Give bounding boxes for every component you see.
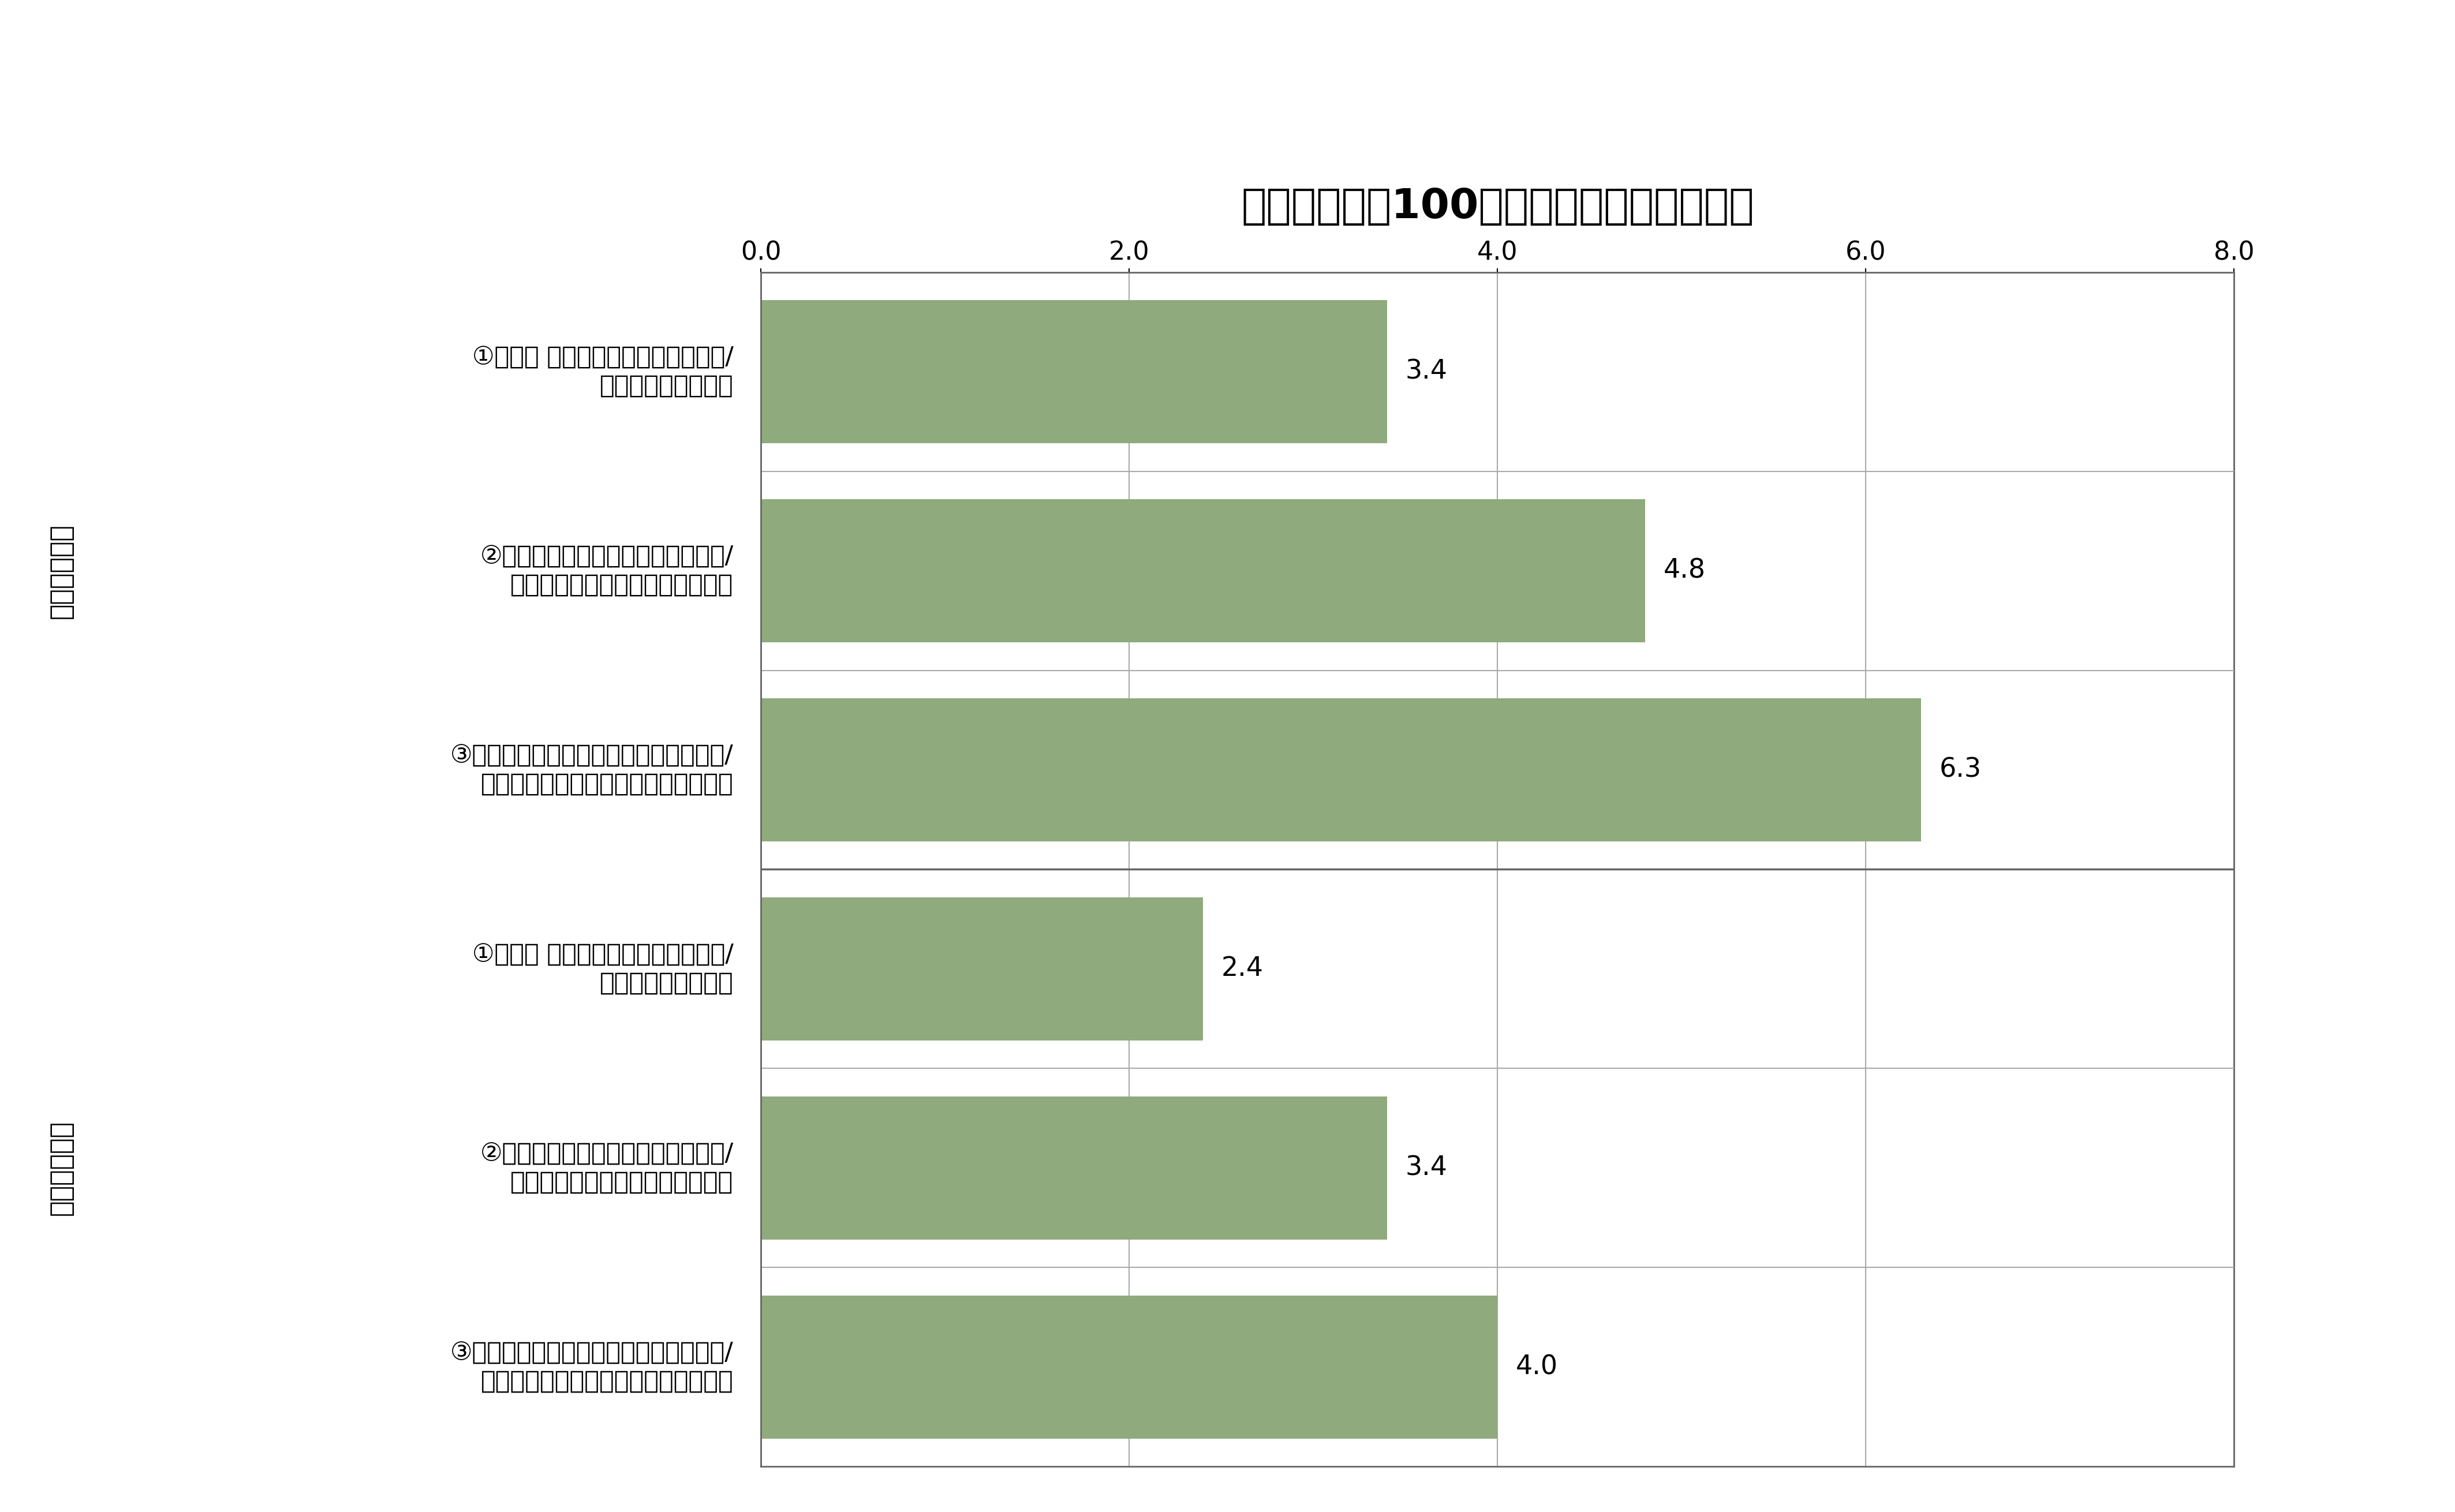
Text: ①大学等 による自然科学系の論文数/
大学等の研究開発費: ①大学等 による自然科学系の論文数/ 大学等の研究開発費	[471, 943, 734, 995]
Text: 4.8: 4.8	[1664, 558, 1706, 584]
Text: ②大学等による自然科学系の論文数/
大学等の自然科学系の研究開発費: ②大学等による自然科学系の論文数/ 大学等の自然科学系の研究開発費	[479, 544, 734, 597]
Bar	[761, 299, 1387, 443]
Text: ③国立大学等による自然科学系の論文数/
国立大学等の自然科学系の研究開発費: ③国立大学等による自然科学系の論文数/ 国立大学等の自然科学系の研究開発費	[449, 744, 734, 795]
Text: ②大学等による自然科学系の論文数/
大学等の自然科学系の研究開発費: ②大学等による自然科学系の論文数/ 大学等の自然科学系の研究開発費	[479, 1142, 734, 1194]
Bar	[761, 1296, 1498, 1439]
Text: 2.4: 2.4	[1223, 956, 1264, 981]
Bar	[761, 1096, 1387, 1240]
Text: ①大学等 による自然科学系の論文数/
大学等の研究開発費: ①大学等 による自然科学系の論文数/ 大学等の研究開発費	[471, 346, 734, 398]
Text: ③国立大学等による自然科学系の論文数/
国立大学等の自然科学系の研究開発費: ③国立大学等による自然科学系の論文数/ 国立大学等の自然科学系の研究開発費	[449, 1341, 734, 1393]
Text: 4.0: 4.0	[1517, 1355, 1559, 1380]
Bar	[761, 897, 1203, 1040]
Text: 6.3: 6.3	[1939, 758, 1981, 783]
Bar	[761, 499, 1645, 643]
Text: 3.4: 3.4	[1407, 1155, 1448, 1181]
Text: 分数カウント: 分数カウント	[49, 1120, 74, 1216]
Bar	[761, 699, 1920, 842]
Text: 整数カウント: 整数カウント	[49, 523, 74, 618]
Text: 3.4: 3.4	[1407, 358, 1448, 384]
Title: 研究開発費（100万ドル）あたりの論文数: 研究開発費（100万ドル）あたりの論文数	[1242, 187, 1753, 227]
